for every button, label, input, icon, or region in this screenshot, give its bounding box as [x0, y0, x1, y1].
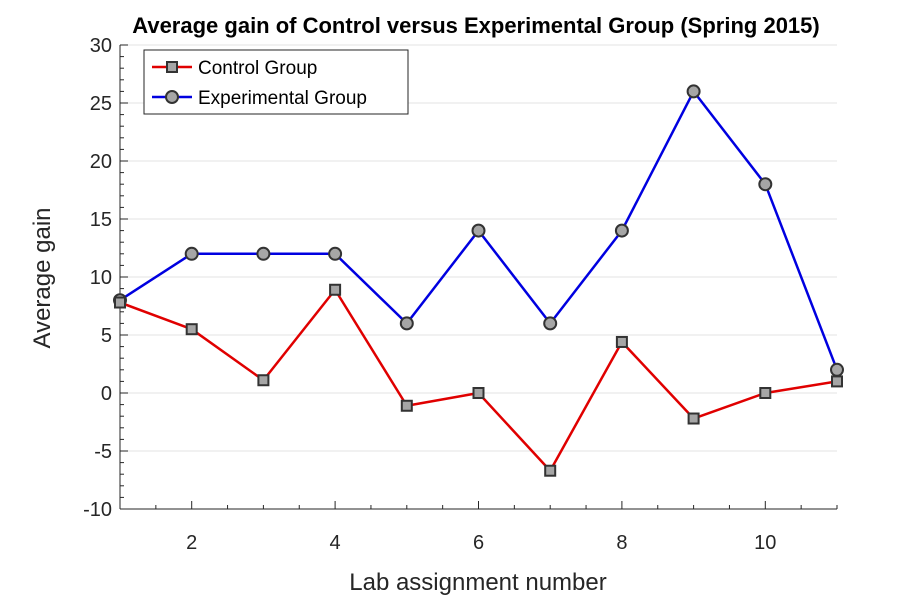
x-axis-label: Lab assignment number — [349, 569, 606, 596]
legend-marker — [166, 61, 178, 73]
data-point — [687, 412, 700, 425]
x-tick-label: 2 — [186, 532, 197, 554]
data-point — [399, 316, 414, 331]
y-tick-label: -10 — [83, 499, 112, 521]
y-tick-label: 5 — [101, 325, 112, 347]
series-experimental — [113, 84, 844, 377]
legend-label: Control Group — [198, 58, 317, 79]
data-point — [329, 283, 342, 296]
x-tick-label: 4 — [330, 532, 341, 554]
y-tick-label: 0 — [101, 383, 112, 405]
grid-layer — [120, 44, 837, 510]
axes-layer: -10 -5 0 5 10 15 20 25 30 2 4 6 8 10 — [83, 35, 838, 554]
data-point — [114, 296, 126, 309]
data-point — [614, 223, 629, 238]
data-point — [184, 246, 199, 261]
data-point — [400, 399, 413, 412]
data-point — [185, 323, 198, 336]
chart-title: Average gain of Control versus Experimen… — [132, 13, 819, 38]
y-tick-label: -5 — [94, 441, 112, 463]
data-point — [328, 246, 343, 261]
data-point — [831, 375, 843, 388]
legend-label: Experimental Group — [198, 88, 367, 109]
y-tick-label: 20 — [90, 151, 112, 173]
data-point — [256, 246, 271, 261]
legend-marker — [165, 90, 179, 104]
data-point — [758, 177, 773, 192]
data-point — [615, 335, 628, 348]
y-tick-label: 25 — [90, 93, 112, 115]
legend: Control Group Experimental Group — [143, 49, 409, 115]
y-tick-label: 15 — [90, 209, 112, 231]
data-point — [257, 374, 270, 387]
data-point — [686, 84, 701, 99]
y-tick-label: 30 — [90, 35, 112, 57]
data-point — [543, 316, 558, 331]
data-point — [830, 362, 844, 377]
data-point — [471, 223, 486, 238]
series-layer — [113, 84, 844, 477]
x-tick-label: 10 — [754, 532, 776, 554]
series-line — [119, 288, 838, 472]
series-control — [114, 283, 843, 477]
x-tick-label: 8 — [616, 532, 627, 554]
x-tick-label: 6 — [473, 532, 484, 554]
y-tick-label: 10 — [90, 267, 112, 289]
data-point — [759, 387, 772, 399]
data-point — [544, 464, 557, 477]
legend-box — [143, 49, 409, 115]
y-axis-label: Average gain — [29, 208, 56, 349]
data-point — [472, 387, 485, 399]
